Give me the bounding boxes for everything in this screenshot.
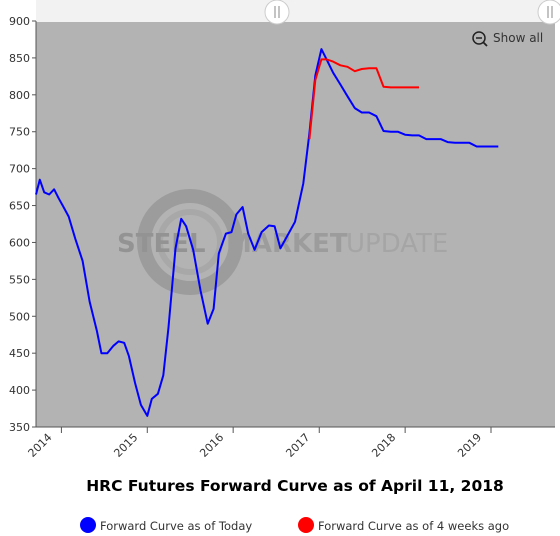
navigator-left-handle[interactable] xyxy=(264,0,290,25)
legend-item-today[interactable]: Forward Curve as of Today xyxy=(80,517,252,533)
plot-area xyxy=(36,21,555,427)
y-tick-label: 750 xyxy=(9,126,30,139)
watermark-word-market: MARKET xyxy=(226,229,348,259)
series-line-today[interactable] xyxy=(35,48,499,417)
y-tick-label: 500 xyxy=(9,310,30,323)
y-tick-label: 800 xyxy=(9,89,30,102)
y-tick-label: 850 xyxy=(9,52,30,65)
watermark-logo: STEEL MARKET UPDATE xyxy=(117,189,448,295)
x-tick-label: 2015 xyxy=(111,431,140,460)
watermark-word-update: UPDATE xyxy=(346,229,448,259)
x-tick-label: 2019 xyxy=(455,431,484,460)
series-layer xyxy=(35,48,499,417)
x-tick-label: 2014 xyxy=(26,431,55,460)
series-line-4-weeks-ago[interactable] xyxy=(308,58,419,140)
y-tick-label: 600 xyxy=(9,236,30,249)
x-tick-label: 2016 xyxy=(197,431,226,460)
y-tick-label: 350 xyxy=(9,421,30,434)
y-axis: 350 400 450 500 550 600 650 700 750 800 850 900 xyxy=(9,15,36,434)
x-axis: 2014 2015 2016 2017 2018 2019 xyxy=(26,427,492,460)
y-tick-label: 900 xyxy=(9,15,30,28)
show-all-button[interactable]: Show all xyxy=(472,31,543,47)
navigator-right-handle[interactable] xyxy=(537,0,560,25)
range-navigator[interactable] xyxy=(36,0,560,25)
legend-label-today: Forward Curve as of Today xyxy=(100,519,252,533)
watermark-logo-ring xyxy=(137,189,243,295)
y-tick-label: 450 xyxy=(9,347,30,360)
x-tick-label: 2017 xyxy=(283,431,312,460)
legend: Forward Curve as of Today Forward Curve … xyxy=(80,517,509,533)
y-tick-label: 700 xyxy=(9,163,30,176)
x-tick-label: 2018 xyxy=(369,431,398,460)
legend-marker-today xyxy=(80,517,96,533)
legend-label-4-weeks-ago: Forward Curve as of 4 weeks ago xyxy=(318,519,509,533)
chart-title: HRC Futures Forward Curve as of April 11… xyxy=(86,477,504,495)
y-tick-label: 650 xyxy=(9,200,30,213)
zoom-out-icon xyxy=(472,31,486,45)
y-tick-label: 550 xyxy=(9,273,30,286)
legend-item-4-weeks-ago[interactable]: Forward Curve as of 4 weeks ago xyxy=(298,517,509,533)
navigator-track xyxy=(36,0,555,22)
y-tick-label: 400 xyxy=(9,384,30,397)
legend-marker-4-weeks-ago xyxy=(298,517,314,533)
show-all-label: Show all xyxy=(493,31,543,45)
